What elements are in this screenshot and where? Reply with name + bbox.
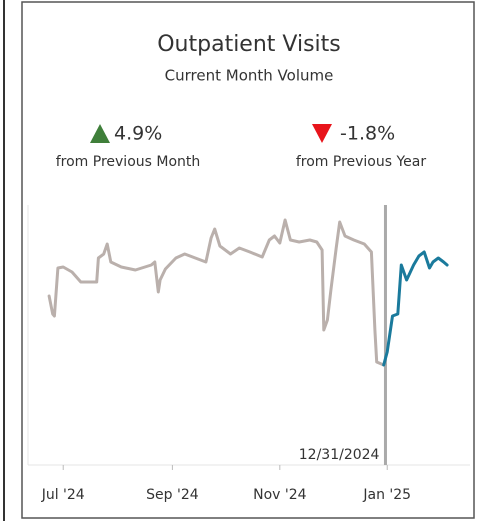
series-line [382,250,449,367]
kpi-label: from Previous Year [296,154,427,170]
down-arrow [312,124,332,143]
x-tick-label: Sep '24 [146,487,199,503]
kpi-label: from Previous Month [56,154,201,170]
reference-label: 12/31/2024 [299,447,380,463]
title: Outpatient Visits [157,32,341,57]
line-chart: Jul '24 Sep '24 Nov '24 Jan '25 12/31/2024 [27,205,470,503]
subtitle: Current Month Volume [165,67,334,85]
x-tick-label: Jan '25 [362,487,411,503]
series-line [47,218,386,367]
x-tick-label: Jul '24 [41,487,85,503]
kpi-value: 4.9% [114,123,162,145]
x-tick-label: Nov '24 [253,487,307,503]
kpi-value: -1.8% [340,123,395,145]
up-arrow [90,124,110,143]
